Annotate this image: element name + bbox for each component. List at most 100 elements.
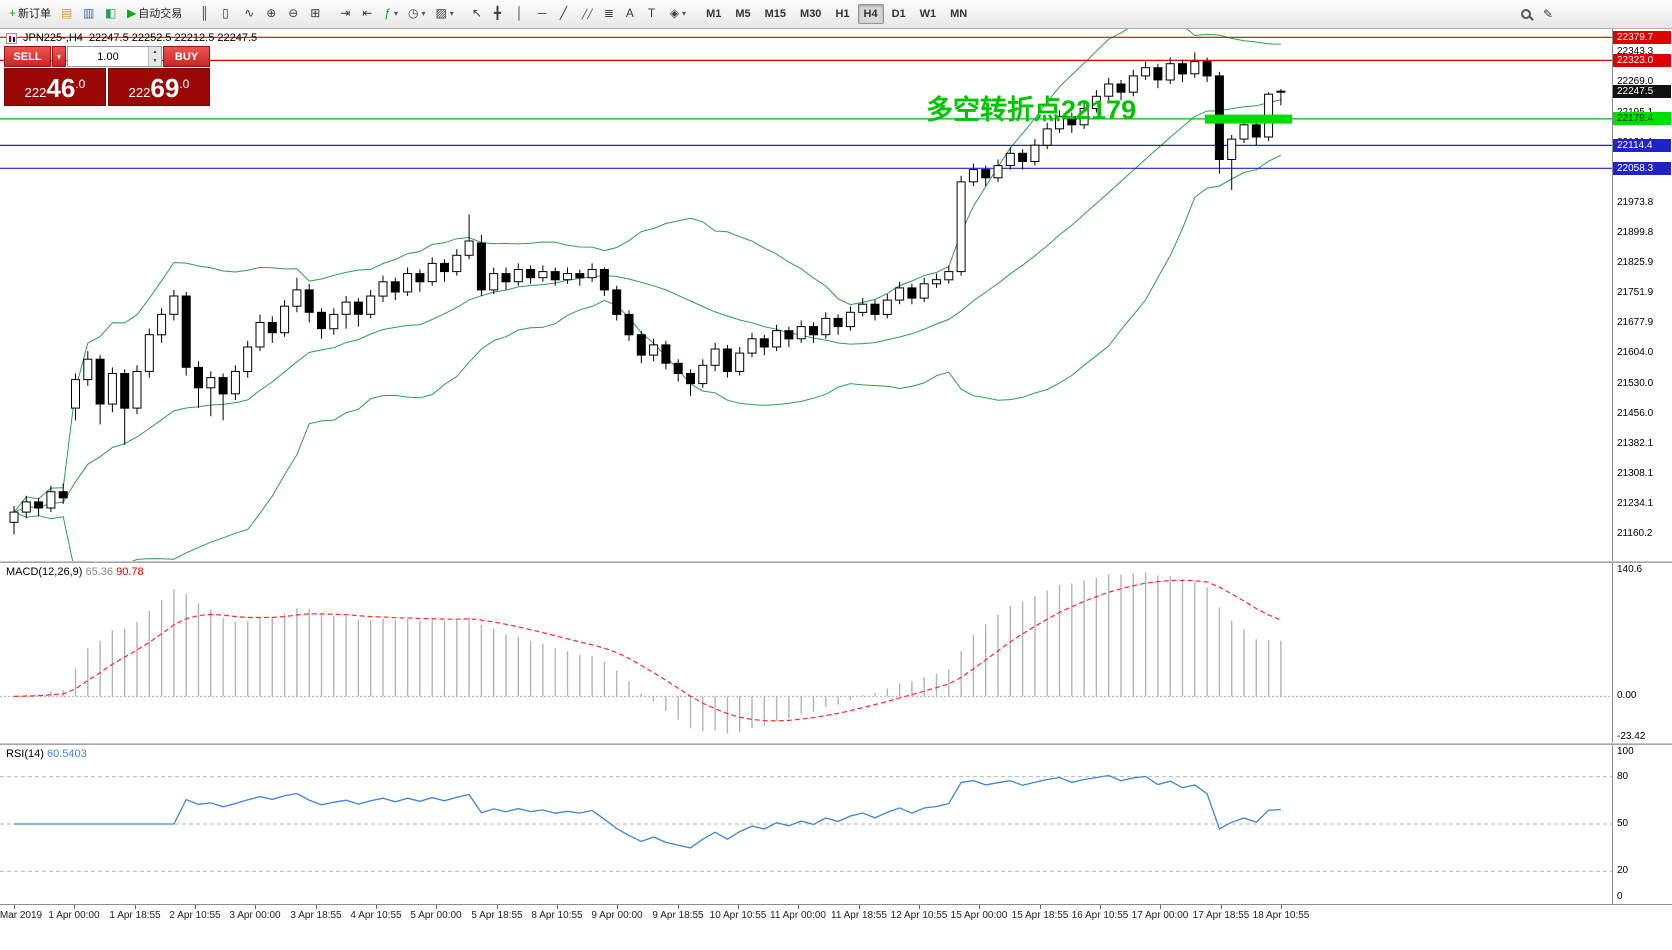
volume-up-button[interactable]	[149, 47, 161, 57]
candlestick-chart-button[interactable]: ▯	[218, 2, 238, 24]
price-tick-label: 21530.0	[1617, 378, 1654, 389]
channel-button[interactable]: ╱╱	[578, 4, 598, 26]
chart-shift-button[interactable]: ⇤	[358, 2, 378, 24]
price-tick-label: 21604.0	[1617, 347, 1654, 358]
sell-price-panel[interactable]: 222 46.0	[4, 68, 106, 106]
vertical-line-button[interactable]: │	[512, 2, 532, 24]
time-tick	[1160, 905, 1161, 909]
macd-panel[interactable]	[0, 563, 1612, 743]
chevron-down-icon: ▾	[393, 8, 398, 18]
main-chart[interactable]: 多空转折点22179	[0, 29, 1612, 561]
time-tick	[135, 905, 136, 909]
zoom-in-button[interactable]: ⊕	[262, 2, 282, 24]
edit-button[interactable]: ✎	[1539, 3, 1559, 25]
rsi-name: RSI(14)	[6, 748, 44, 760]
price-marker-22114.4[interactable]: 22114.4	[1613, 139, 1671, 152]
templates-icon: ▨	[435, 6, 447, 21]
cursor-icon: ↖	[471, 6, 482, 21]
autotrading-button[interactable]: ▶ 自动交易	[123, 2, 186, 24]
shapes-button[interactable]: ◈ ▾	[666, 2, 690, 24]
bollinger-upper-band	[13, 29, 1281, 513]
search-button[interactable]	[1517, 3, 1537, 25]
data-window-button[interactable]: ◧	[101, 2, 121, 24]
trendline-button[interactable]: ╱	[556, 2, 576, 24]
grid-button[interactable]: ⊞	[306, 2, 326, 24]
templates-button[interactable]: ▨ ▾	[431, 2, 457, 24]
zoom-in-icon: ⊕	[266, 6, 277, 21]
macd-signal-value: 90.78	[116, 566, 144, 578]
line-chart-button[interactable]: ∿	[240, 2, 260, 24]
label-icon: T	[647, 6, 656, 21]
candles	[9, 61, 1286, 523]
time-tick	[497, 905, 498, 909]
volume-input[interactable]	[68, 47, 148, 66]
time-tick	[678, 905, 679, 909]
time-tick	[195, 905, 196, 909]
timeframe-mn[interactable]: MN	[950, 8, 968, 20]
bar-chart-button[interactable]: ║	[196, 2, 216, 24]
auto-scroll-button[interactable]: ⇥	[336, 2, 356, 24]
price-marker-22379.7[interactable]: 22379.7	[1613, 31, 1671, 44]
horizontal-line-button[interactable]: ─	[534, 2, 554, 24]
indicators-button[interactable]: ƒ ▾	[380, 2, 402, 24]
sell-price-prefix: 222	[24, 85, 47, 100]
candlestick-chart-icon: ▯	[222, 6, 229, 21]
crosshair-button[interactable]: ╋	[490, 2, 510, 24]
chart-window[interactable]: 多空转折点22179 JPN225-,H4 22247.5 22252.5 22…	[0, 29, 1672, 950]
price-marker-22179.4[interactable]: 22179.4	[1613, 112, 1671, 125]
time-tick	[14, 905, 15, 909]
macd-splitter[interactable]	[0, 561, 1672, 563]
time-tick	[436, 905, 437, 909]
toolbar: + 新订单 ▤ ▥ ◧ ▶ 自动交易 ║ ▯ ∿ ⊕ ⊖ ⊞ ⇥ ⇤ ƒ ▾ ◷ ▾ ▨ ▾ ↖ ╋ │ ─ ╱ ╱╱ ≣ A T ◈ ▾ M…	[0, 0, 1672, 29]
new-chart-button[interactable]: ▤	[57, 2, 77, 24]
ohlc-values: 22247.5 22252.5 22212.5 22247.5	[88, 32, 258, 44]
one-click-options-caret[interactable]	[52, 46, 66, 67]
timeframe-h4[interactable]: H4	[857, 4, 884, 24]
label-button[interactable]: T	[644, 2, 664, 24]
timeframe-m1[interactable]: M1	[706, 8, 722, 20]
timeframe-h1[interactable]: H1	[835, 8, 850, 20]
time-axis[interactable]: 29 Mar 2019 1 Apr 00:00 1 Apr 18:55 2 Apr 1…	[0, 904, 1672, 950]
buy-button[interactable]: BUY	[163, 46, 210, 67]
fibonacci-button[interactable]: ≣	[600, 2, 620, 24]
price-marker-22058.3[interactable]: 22058.3	[1613, 162, 1671, 175]
time-tick	[316, 905, 317, 909]
price-tick-label: 21825.9	[1617, 257, 1654, 268]
time-label: 4 Apr 10:55	[350, 910, 402, 921]
timeframe-m15[interactable]: M15	[764, 8, 787, 20]
volume-down-button[interactable]	[149, 56, 161, 66]
price-tick-label: 21973.8	[1617, 197, 1654, 208]
time-label: 5 Apr 00:00	[410, 910, 462, 921]
price-axis[interactable]: 22343.322269.022195.122121.122047.221973…	[1613, 29, 1672, 904]
timeframe-m5[interactable]: M5	[735, 8, 751, 20]
chevron-down-icon: ▾	[421, 8, 426, 18]
cursor-button[interactable]: ↖	[468, 2, 488, 24]
zoom-out-icon: ⊖	[288, 6, 299, 21]
profiles-button[interactable]: ▥	[79, 2, 99, 24]
profiles-icon: ▥	[83, 6, 95, 21]
macd-label: MACD(12,26,9) 65.36 90.78	[6, 566, 144, 578]
price-marker-22247.5[interactable]: 22247.5	[1613, 85, 1671, 98]
time-tick	[919, 905, 920, 909]
text-button[interactable]: A	[622, 2, 642, 24]
timeframe-w1[interactable]: W1	[919, 8, 937, 20]
time-tick	[1040, 905, 1041, 909]
new-order-button[interactable]: + 新订单	[5, 2, 55, 24]
buy-price-suffix: .0	[179, 77, 190, 91]
periods-button[interactable]: ◷ ▾	[404, 2, 430, 24]
annotation-text[interactable]: 多空转折点22179	[926, 94, 1136, 125]
rsi-panel[interactable]	[0, 745, 1612, 903]
sell-button[interactable]: SELL	[4, 46, 51, 67]
timeframe-m30[interactable]: M30	[800, 8, 822, 20]
price-marker-22323.0[interactable]: 22323.0	[1613, 54, 1671, 67]
one-click-toggle-icon[interactable]	[6, 32, 17, 44]
chevron-down-icon: ▾	[449, 8, 454, 18]
new-chart-icon: ▤	[61, 6, 73, 21]
zoom-out-button[interactable]: ⊖	[284, 2, 304, 24]
pivot-highlight-segment[interactable]	[1205, 114, 1292, 124]
rsi-splitter[interactable]	[0, 743, 1672, 745]
chart-shift-icon: ⇤	[362, 6, 373, 21]
symbol-period-label: JPN225-,H4	[23, 32, 83, 44]
timeframe-d1[interactable]: D1	[891, 8, 906, 20]
buy-price-panel[interactable]: 222 69.0	[108, 68, 210, 106]
